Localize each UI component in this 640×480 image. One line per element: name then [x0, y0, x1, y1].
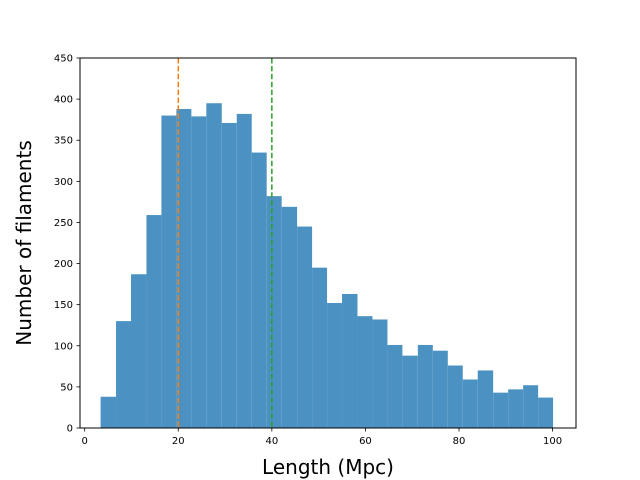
histogram-bar-9 [221, 122, 237, 428]
x-tick-label-80: 80 [453, 436, 466, 447]
plot-frame [79, 57, 577, 429]
histogram-bar-26 [477, 370, 494, 428]
histogram-bar-2 [116, 321, 132, 428]
x-tick-label-0: 0 [81, 436, 87, 447]
y-tick-label-350: 350 [54, 136, 73, 147]
histogram-bar-10 [236, 113, 252, 429]
x-tick-label-60: 60 [359, 436, 372, 447]
y-tick-label-50: 50 [60, 382, 73, 393]
histogram-bar-25 [462, 379, 478, 428]
histogram-bar-17 [342, 293, 358, 428]
histogram-bar-19 [372, 319, 388, 428]
histogram-bar-13 [281, 206, 298, 428]
histogram-bar-5 [161, 115, 177, 429]
histogram-bar-6 [176, 108, 192, 428]
histogram-bar-15 [312, 267, 328, 428]
histogram-bar-18 [357, 316, 373, 428]
histogram-bar-3 [131, 274, 147, 428]
histogram-bar-4 [146, 215, 162, 428]
y-tick-label-300: 300 [54, 177, 73, 188]
histogram-bar-30 [538, 397, 554, 428]
histogram-bar-1 [100, 396, 117, 428]
reference-lines [177, 58, 273, 428]
histogram-bar-29 [523, 385, 539, 428]
histogram-bar-8 [206, 103, 222, 428]
x-axis: 0 20 40 60 80 100 [81, 428, 562, 447]
histogram-bar-23 [432, 350, 448, 428]
histogram-bar-14 [297, 226, 313, 428]
histogram-bar-27 [493, 392, 509, 428]
y-tick-label-150: 150 [54, 300, 73, 311]
histogram-bar-21 [402, 355, 418, 428]
y-axis: 0 50 100 150 200 250 300 350 400 450 [54, 54, 80, 435]
histogram-bars [100, 103, 554, 429]
y-tick-label-100: 100 [54, 341, 73, 352]
y-tick-label-0: 0 [67, 424, 73, 435]
histogram-bar-20 [387, 344, 403, 428]
x-tick-label-40: 40 [265, 436, 278, 447]
y-tick-label-400: 400 [54, 95, 73, 106]
y-axis-label: Number of filaments [12, 140, 36, 345]
x-axis-label: Length (Mpc) [262, 455, 394, 479]
y-tick-label-200: 200 [54, 259, 73, 270]
histogram-bar-12 [266, 196, 282, 428]
histogram-bar-7 [191, 116, 207, 428]
y-tick-label-450: 450 [54, 54, 73, 65]
histogram-bar-22 [417, 344, 433, 428]
x-tick-label-100: 100 [543, 436, 562, 447]
histogram-bar-24 [447, 365, 463, 428]
histogram-bar-11 [251, 152, 267, 429]
y-tick-label-250: 250 [54, 218, 73, 229]
histogram-bar-16 [327, 303, 343, 428]
x-tick-label-20: 20 [172, 436, 185, 447]
histogram-bar-28 [508, 389, 524, 428]
